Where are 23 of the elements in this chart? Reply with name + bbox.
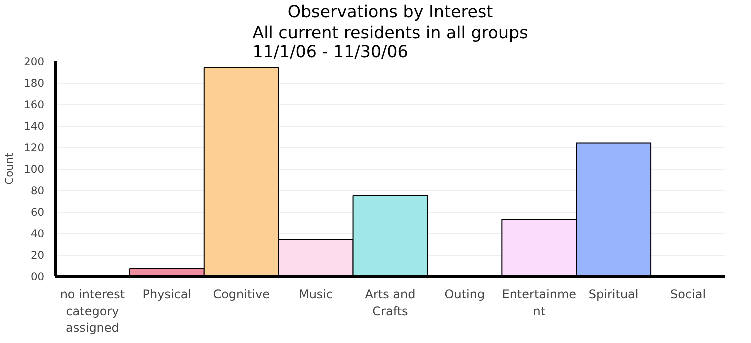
y-tick-label: 140	[24, 120, 45, 133]
x-tick-label: Cognitive	[213, 288, 270, 302]
x-tick-label: Spiritual	[588, 288, 639, 302]
y-axis-title: Count	[3, 153, 16, 185]
y-tick-label: 100	[24, 163, 45, 176]
x-tick-label: Social	[670, 288, 706, 302]
y-tick-label: 00	[30, 270, 45, 284]
y-tick-label: 180	[24, 77, 45, 90]
y-tick-label: 120	[24, 142, 45, 154]
chart-title: Observations by Interest	[288, 2, 494, 22]
x-tick-label: Music	[298, 288, 334, 302]
y-tick-label: 40	[30, 228, 45, 240]
y-tick-label: 160	[24, 98, 45, 112]
x-tick-label: Entertainment	[502, 288, 577, 318]
x-tick-label: no interest category assigned	[60, 288, 126, 336]
y-tick-label: 60	[30, 206, 45, 219]
x-tick-label: Physical	[142, 288, 192, 302]
x-tick-label: Arts and Crafts	[365, 288, 416, 318]
x-tick-label: Outing	[444, 288, 486, 302]
y-tick-label: 20	[30, 249, 45, 262]
chart-subtitle: All current residents in all groups 11/1/06 - 11/30/06	[252, 24, 528, 62]
y-tick-label: 80	[30, 184, 45, 198]
y-tick-label: 200	[24, 56, 45, 68]
